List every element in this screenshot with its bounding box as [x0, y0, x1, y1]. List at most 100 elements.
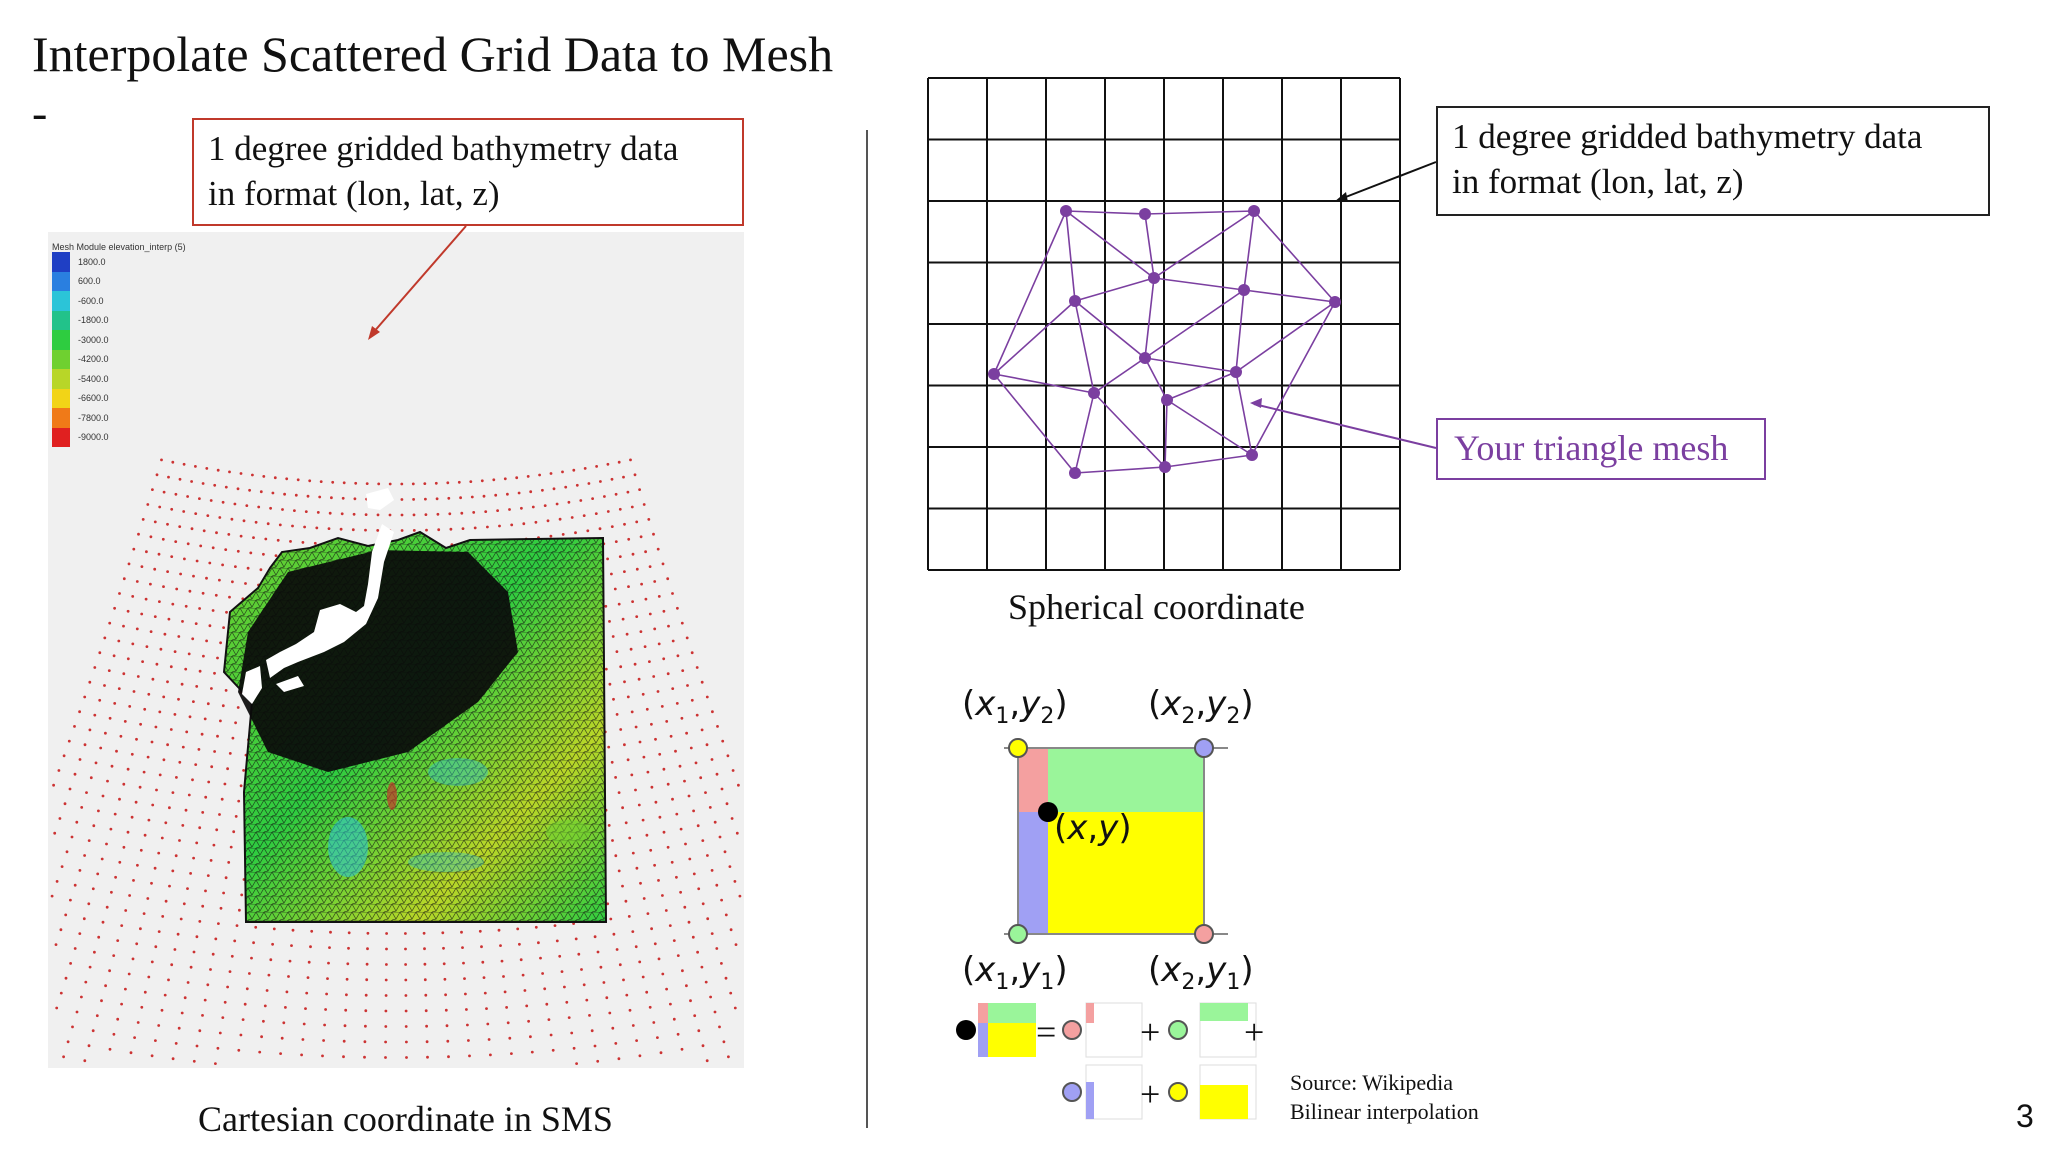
grid-point: [150, 960, 154, 964]
mesh-edge: [1144, 289, 1245, 359]
grid-point: [252, 536, 255, 539]
grid-point: [173, 948, 177, 951]
grid-point: [137, 532, 140, 536]
grid-point: [657, 879, 660, 882]
grid-point: [153, 567, 157, 571]
grid-point: [404, 978, 408, 982]
grid-point: [596, 950, 600, 954]
right-callout-line1: 1 degree gridded bathymetry data: [1452, 117, 1923, 156]
grid-point: [154, 725, 158, 729]
mesh-edge: [1144, 277, 1155, 359]
grid-point: [599, 480, 602, 483]
grid-point: [82, 917, 86, 921]
grid-point: [319, 480, 323, 483]
grid-point: [635, 567, 639, 571]
grid-point: [650, 785, 654, 789]
grid-point: [273, 476, 277, 480]
grid-point: [104, 731, 107, 735]
grid-point: [291, 524, 294, 528]
mesh-edge: [1253, 210, 1336, 303]
grid-point: [177, 635, 181, 638]
grid-point: [135, 737, 138, 741]
grid-point: [63, 802, 67, 806]
grid-point: [171, 869, 175, 873]
grid-point: [188, 715, 192, 719]
grid-point: [225, 610, 228, 614]
grid-point: [634, 945, 638, 949]
grid-point: [447, 1055, 450, 1059]
grid-point: [664, 909, 668, 912]
grid-point: [683, 905, 687, 909]
grid-point: [449, 527, 453, 531]
grid-point: [171, 602, 175, 606]
grid-point: [487, 1038, 491, 1041]
grid-point: [133, 1036, 136, 1039]
grid-point: [184, 604, 188, 608]
grid-point: [182, 462, 186, 466]
svg-text:+: +: [1140, 1074, 1160, 1114]
grid-point: [534, 925, 538, 929]
grid-point: [108, 621, 112, 625]
grid-point: [678, 764, 682, 768]
grid-point: [692, 872, 696, 876]
grid-point: [230, 517, 234, 521]
legend-entry: -9000.0: [52, 427, 186, 447]
grid-point: [733, 1006, 737, 1010]
grid-point: [574, 937, 578, 941]
grid-point: [671, 639, 675, 643]
grid-point: [485, 1007, 488, 1010]
mesh-edge: [1235, 289, 1245, 373]
grid-point: [446, 481, 450, 485]
grid-point: [555, 502, 559, 506]
grid-point: [508, 508, 511, 511]
grid-point: [623, 743, 626, 747]
grid-point: [144, 597, 148, 601]
grid-point: [177, 1026, 181, 1030]
grid-point: [339, 527, 343, 531]
bilinear-square: [1004, 738, 1228, 944]
grid-point: [274, 554, 278, 557]
grid-point: [116, 939, 120, 942]
grid-point: [59, 991, 63, 995]
grid-point: [506, 1021, 510, 1025]
grid-point: [400, 513, 404, 517]
grid-point: [184, 808, 188, 812]
grid-point: [611, 1026, 615, 1030]
grid-point: [665, 987, 668, 991]
grid-point: [114, 875, 117, 879]
grid-point: [183, 557, 186, 561]
subtitle-dash: -: [32, 87, 48, 138]
grid-point: [276, 538, 280, 542]
grid-point: [222, 891, 226, 895]
grid-point: [695, 713, 699, 717]
grid-point: [115, 749, 118, 753]
grid-point: [224, 689, 228, 692]
mesh-edge: [993, 373, 1095, 394]
interp-point-dot: [1038, 802, 1058, 822]
grid-point: [173, 713, 177, 716]
grid-point: [404, 1025, 408, 1028]
grid-point: [675, 875, 678, 879]
grid-point: [118, 860, 122, 864]
grid-point: [468, 1054, 471, 1058]
grid-point: [166, 522, 169, 526]
grid-point: [669, 1002, 672, 1006]
grid-point: [168, 806, 171, 810]
grid-point: [167, 617, 171, 621]
grid-point: [177, 697, 180, 701]
grid-point: [242, 519, 246, 523]
grid-point: [153, 866, 157, 870]
grid-point: [191, 637, 195, 641]
grid-point: [388, 482, 392, 486]
grid-point: [591, 497, 594, 500]
grid-point: [206, 983, 210, 987]
grid-point: [157, 930, 161, 933]
grid-point: [192, 950, 196, 954]
grid-point: [545, 1002, 549, 1006]
grid-point: [211, 546, 215, 550]
grid-point: [377, 482, 381, 486]
grid-point: [610, 525, 614, 528]
mesh-node: [1139, 208, 1151, 220]
grid-point: [731, 769, 735, 772]
grid-point: [629, 647, 633, 651]
